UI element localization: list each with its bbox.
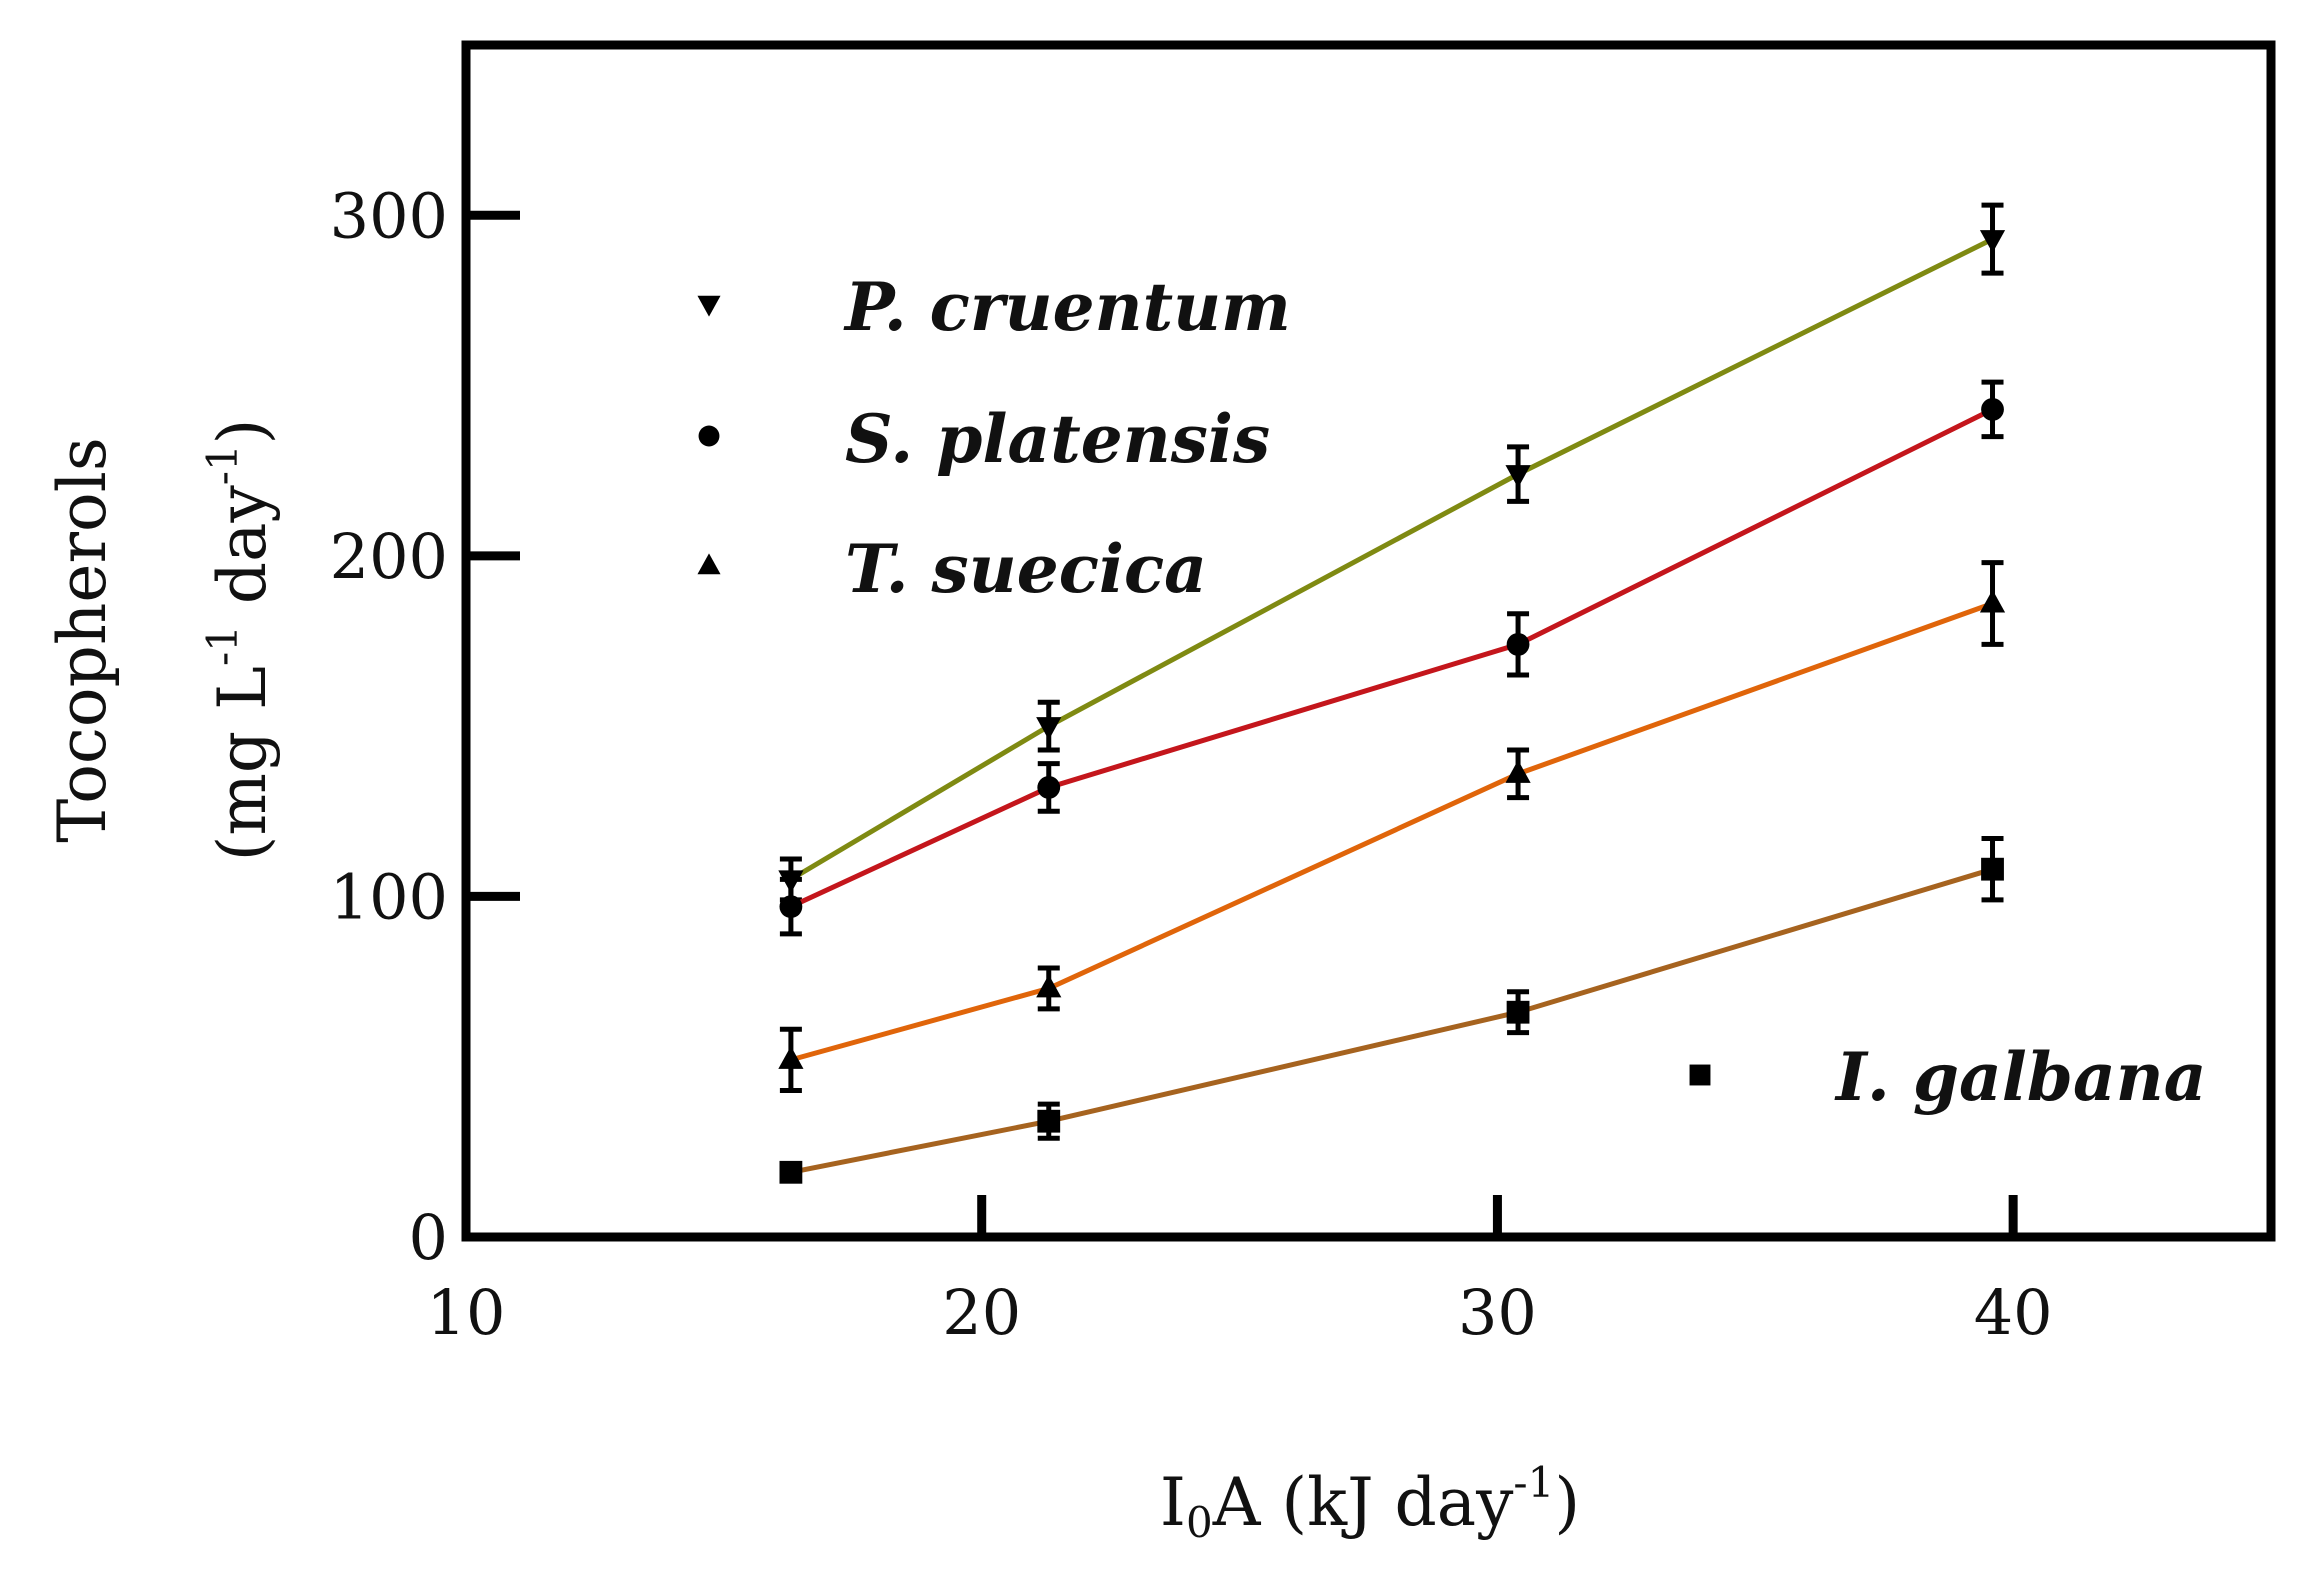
series-layer xyxy=(778,202,2006,1184)
legend-marker xyxy=(1689,1064,1711,1086)
data-point xyxy=(1981,398,2004,421)
data-point xyxy=(1506,1000,1530,1024)
data-point xyxy=(779,895,803,919)
x-tick-label: 10 xyxy=(427,1276,506,1349)
data-point xyxy=(1979,230,2006,253)
data-point xyxy=(779,1160,803,1184)
data-point xyxy=(1981,857,2004,881)
y-axis-ticks: 0 100 200 300 xyxy=(330,179,520,1274)
data-point xyxy=(1505,760,1531,783)
series-t-suecica xyxy=(778,560,2006,1094)
legend-label: P. cruentum xyxy=(843,268,1291,346)
data-point xyxy=(1037,1109,1061,1133)
y-tick-label: 200 xyxy=(330,520,448,593)
series-line xyxy=(789,407,1994,909)
legend-label: S. platensis xyxy=(845,400,1270,478)
data-point xyxy=(778,1046,804,1069)
series-line xyxy=(790,601,1994,1063)
data-point xyxy=(1037,776,1061,799)
x-axis-title: I0A (kJ day-1) xyxy=(1160,1458,1580,1547)
x-tick-label: 30 xyxy=(1458,1276,1537,1349)
legend: P. cruentum S. platensis T. suecica I. galb… xyxy=(697,268,2206,1116)
data-point xyxy=(1036,974,1062,998)
y-tick-label: 300 xyxy=(330,179,448,252)
legend-label: T. suecica xyxy=(845,530,1207,608)
data-point xyxy=(1036,717,1062,740)
y-axis-title-line1: Tocopherols xyxy=(44,437,121,842)
legend-marker xyxy=(698,425,720,447)
x-axis-ticks: 10 20 30 40 xyxy=(427,1195,2053,1349)
series-line xyxy=(789,236,1994,882)
data-point xyxy=(1979,589,2006,613)
legend-marker xyxy=(697,295,721,317)
y-tick-label: 0 xyxy=(409,1201,448,1274)
y-axis-title: Tocopherols (mg L-1 day-1) xyxy=(44,419,281,862)
series-i-galbana xyxy=(779,836,2004,1184)
legend-label: I. galbana xyxy=(1834,1038,2206,1116)
y-axis-title-line2: (mg L-1 day-1) xyxy=(198,419,281,862)
data-point xyxy=(1506,633,1530,656)
data-point xyxy=(1505,465,1531,488)
plot-frame xyxy=(461,40,2276,1242)
series-line xyxy=(790,866,1994,1175)
y-tick-label: 100 xyxy=(330,860,448,933)
x-tick-label: 40 xyxy=(1974,1276,2053,1349)
x-tick-label: 20 xyxy=(942,1276,1021,1349)
series-s-platensis xyxy=(779,379,2004,937)
legend-marker xyxy=(697,553,721,575)
